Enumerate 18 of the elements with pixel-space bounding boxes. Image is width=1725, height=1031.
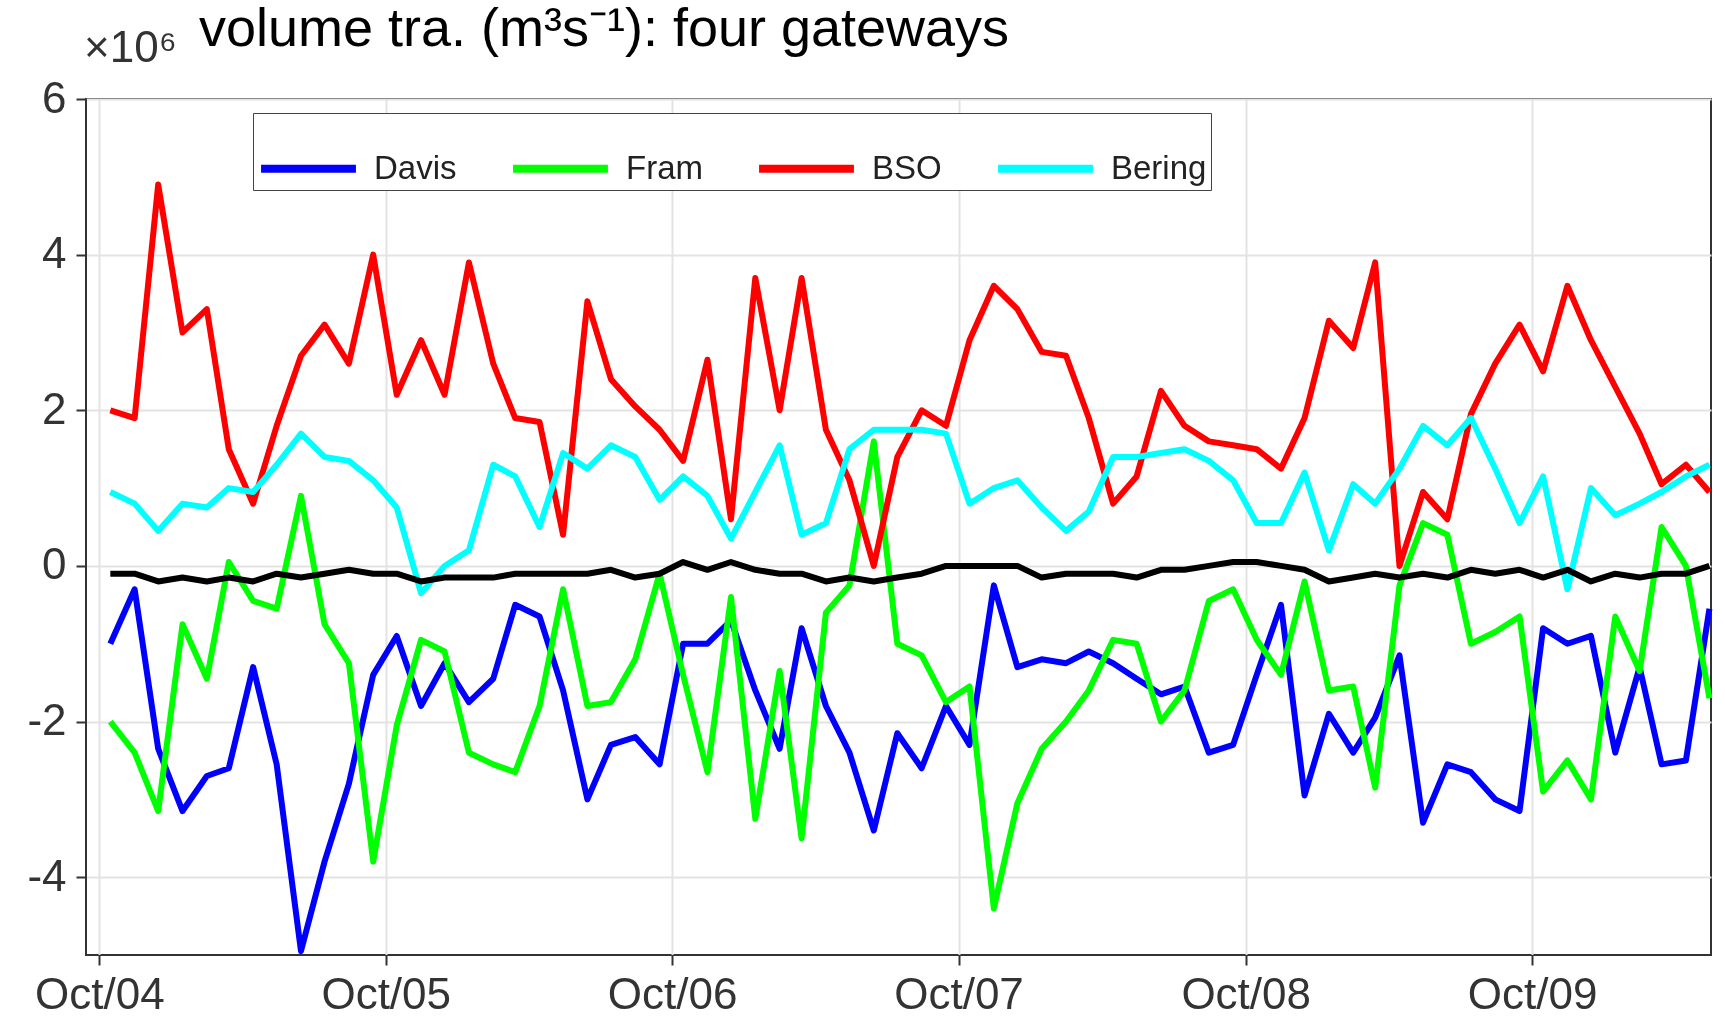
x-tick-label: Oct/07 [894, 968, 1024, 1018]
x-tick-label: Oct/08 [1181, 968, 1312, 1018]
text: ×10⁶ [84, 22, 177, 72]
legend-label: Bering [1111, 148, 1207, 186]
y-tick-label: -4 [27, 850, 67, 900]
y-tick-label: -2 [27, 695, 67, 745]
legend-label: Fram [626, 148, 703, 186]
x-tick-label: Oct/06 [607, 968, 738, 1018]
legend-label: Davis [374, 148, 457, 186]
y-tick-label: 6 [42, 72, 67, 122]
y-tick-label: 4 [42, 228, 67, 278]
legend-label: BSO [872, 148, 942, 186]
y-tick-label: 2 [42, 383, 67, 433]
x-tick-label: Oct/05 [321, 968, 452, 1018]
x-tick-label: Oct/04 [35, 968, 165, 1018]
chart-title: volume tra. (m³s⁻¹): four gateways [198, 0, 1010, 57]
x-tick-label: Oct/09 [1467, 968, 1598, 1018]
y-tick-label: 0 [42, 539, 67, 589]
